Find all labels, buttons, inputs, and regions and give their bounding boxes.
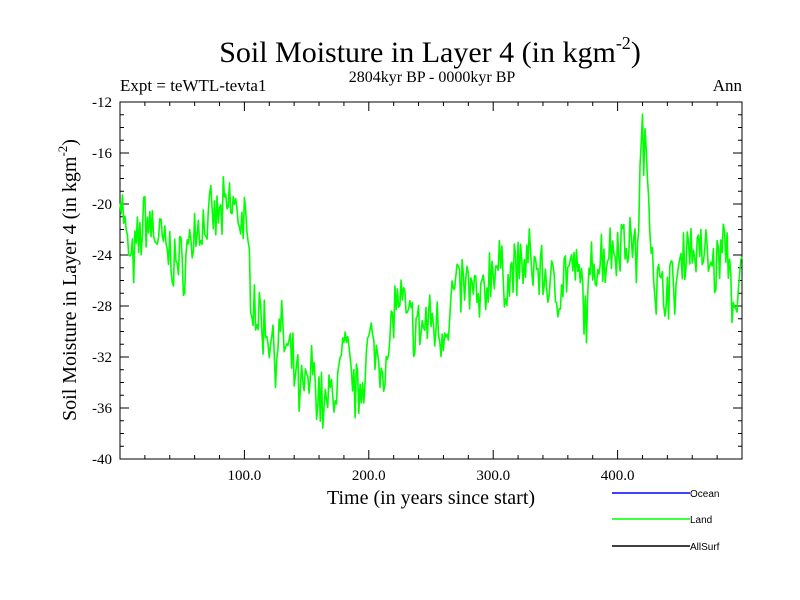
x-tick-label: 200.0 [352,468,386,484]
legend-label-land: Land [690,515,712,526]
legend-label-ocean: Ocean [690,489,719,500]
y-tick-label: -24 [92,248,112,264]
series-layer [119,113,743,429]
experiment-label: Expt = teWTL-tevta1 [120,76,266,95]
y-axis-label: Soil Moisture in Layer 4 (in kgm-2) [55,139,81,421]
axis-ticks [120,101,742,460]
season-label: Ann [713,76,743,95]
y-tick-label: -12 [92,95,112,111]
land-series-line [119,113,743,429]
x-tick-labels: 100.0 200.0 300.0 400.0 [228,468,635,484]
y-tick-label: -16 [92,146,112,162]
chart-subtitle: 2804kyr BP - 0000kyr BP [349,69,516,86]
legend-label-allsurf: AllSurf [690,542,720,553]
x-tick-label: 400.0 [601,468,635,484]
x-tick-label: 300.0 [476,468,510,484]
x-axis-label: Time (in years since start) [327,487,535,509]
chart-title: Soil Moisture in Layer 4 (in kgm-2) [219,33,641,69]
y-tick-label: -40 [92,452,112,468]
x-tick-label: 100.0 [228,468,262,484]
y-tick-label: -32 [92,350,112,366]
y-tick-label: -20 [92,197,112,213]
plot-frame [119,101,743,460]
legend: Ocean Land AllSurf [612,489,720,553]
y-tick-label: -28 [92,299,112,315]
y-tick-labels: -40 -36 -32 -28 -24 -20 -16 -12 [92,95,112,468]
y-tick-label: -36 [92,401,112,417]
